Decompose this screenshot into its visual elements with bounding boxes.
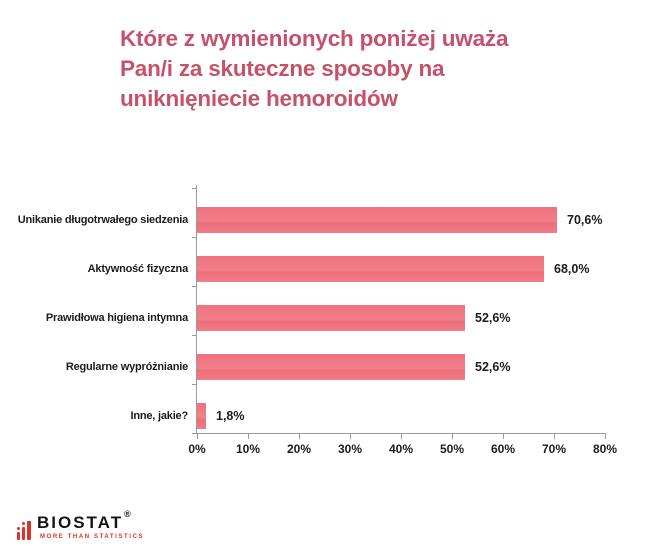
y-axis-tick	[192, 433, 197, 434]
bar	[197, 256, 544, 282]
x-axis-tick	[248, 433, 249, 439]
x-axis-tick-label: 0%	[188, 442, 206, 456]
x-axis-line	[196, 433, 605, 434]
value-label: 52,6%	[475, 311, 511, 325]
biostat-logo: BIOSTAT® MORE THAN STATISTICS	[17, 509, 197, 552]
title-line-1: Które z wymienionych poniżej uważa	[120, 26, 509, 51]
y-axis-tick	[192, 384, 197, 385]
registered-mark: ®	[124, 509, 131, 520]
x-axis-tick	[503, 433, 504, 439]
logo-bar	[17, 532, 20, 540]
x-axis-tick-label: 20%	[286, 442, 312, 456]
x-axis-tick-label: 50%	[439, 442, 465, 456]
logo-dot	[17, 527, 20, 530]
bar	[197, 305, 465, 331]
category-label: Aktywność fizyczna	[87, 263, 189, 275]
bar	[197, 207, 557, 233]
x-axis-tick	[197, 433, 198, 439]
x-axis-tick	[605, 433, 606, 439]
logo-dot	[22, 522, 25, 525]
y-axis-tick	[192, 286, 197, 287]
logo-bar	[22, 527, 25, 540]
logo-tagline: MORE THAN STATISTICS	[40, 534, 145, 540]
x-axis-tick-label: 10%	[235, 442, 261, 456]
x-axis-tick	[452, 433, 453, 439]
title-line-3: uniknięniecie hemoroidów	[120, 86, 398, 111]
category-label: Unikanie długotrwałego siedzenia	[17, 214, 188, 226]
brand-name: BIOSTAT	[37, 513, 124, 532]
value-label: 68,0%	[554, 262, 590, 276]
y-axis-line	[196, 185, 197, 433]
x-axis-tick	[401, 433, 402, 439]
bar-chart-icon	[17, 519, 32, 540]
x-axis-tick-label: 60%	[490, 442, 516, 456]
x-axis-tick-label: 30%	[337, 442, 363, 456]
bar-chart: Unikanie długotrwałego siedzenia 70,6% Akt…	[0, 185, 645, 460]
x-axis-tick	[299, 433, 300, 439]
y-axis-tick	[192, 335, 197, 336]
x-axis-tick-label: 80%	[592, 442, 618, 456]
y-axis-tick	[192, 237, 197, 238]
category-label: Inne, jakie?	[130, 410, 188, 422]
category-label: Prawidłowa higiena intymna	[45, 312, 188, 324]
value-label: 70,6%	[567, 213, 603, 227]
x-axis-tick	[350, 433, 351, 439]
bar	[197, 354, 465, 380]
y-axis-tick	[192, 188, 197, 189]
x-axis-tick-label: 70%	[541, 442, 567, 456]
bar	[197, 403, 206, 429]
title-line-2: Pan/i za skuteczne sposoby na	[120, 56, 445, 81]
page-title: Które z wymienionych poniżej uważa Pan/i…	[120, 24, 600, 114]
value-label: 1,8%	[216, 409, 245, 423]
logo-bar	[27, 521, 31, 540]
x-axis-tick-label: 40%	[388, 442, 414, 456]
value-label: 52,6%	[475, 360, 511, 374]
logo-brand-text: BIOSTAT®	[37, 509, 131, 533]
x-axis-tick	[554, 433, 555, 439]
category-label: Regularne wypróżnianie	[65, 361, 188, 373]
